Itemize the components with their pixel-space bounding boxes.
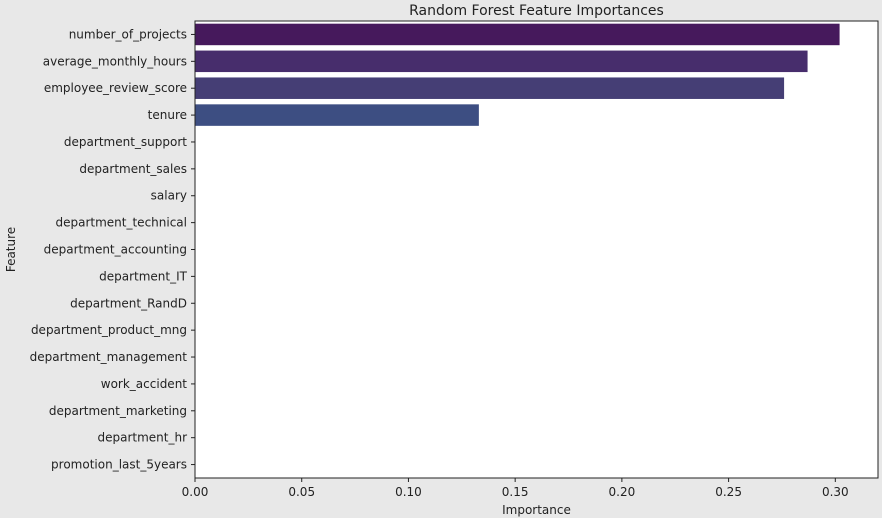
y-tick-label: department_RandD — [70, 296, 187, 310]
y-tick-label: department_sales — [79, 162, 187, 176]
y-tick-label: department_accounting — [44, 243, 187, 257]
x-tick-label: 0.25 — [715, 485, 742, 499]
x-tick-label: 0.15 — [502, 485, 529, 499]
y-tick-label: department_support — [64, 135, 187, 149]
y-tick-label: average_monthly_hours — [43, 54, 187, 68]
y-axis-label: Feature — [4, 227, 18, 272]
plot-frame — [194, 20, 879, 479]
bar-average_monthly_hours — [195, 50, 808, 73]
y-tick-label: department_management — [30, 350, 188, 364]
y-tick-label: department_hr — [97, 431, 187, 445]
y-tick-label: department_marketing — [49, 404, 187, 418]
y-tick-label: number_of_projects — [69, 27, 187, 41]
x-tick-label: 0.05 — [288, 485, 315, 499]
bar-number_of_projects — [195, 23, 840, 46]
y-tick-label: department_IT — [99, 269, 188, 283]
y-tick-label: promotion_last_5years — [51, 458, 187, 472]
bar-tenure — [195, 104, 479, 126]
x-tick-label: 0.00 — [182, 485, 209, 499]
x-axis-ticks: 0.00 0.05 0.10 0.15 0.20 0.25 0.30 — [182, 478, 849, 499]
y-tick-label: department_technical — [55, 216, 187, 230]
y-tick-label: salary — [151, 189, 187, 203]
chart-title: Random Forest Feature Importances — [409, 3, 664, 19]
y-tick-label: employee_review_score — [44, 81, 187, 95]
x-tick-label: 0.30 — [822, 485, 849, 499]
y-tick-label: department_product_mng — [31, 323, 187, 337]
x-tick-label: 0.10 — [395, 485, 422, 499]
y-tick-label: tenure — [148, 108, 187, 122]
x-tick-label: 0.20 — [609, 485, 636, 499]
bar-employee_review_score — [195, 77, 785, 99]
y-tick-label: work_accident — [101, 377, 188, 391]
y-axis-ticks: number_of_projects average_monthly_hourse… — [30, 27, 195, 472]
x-axis-label: Importance — [502, 503, 571, 517]
bars-layer — [195, 23, 840, 126]
